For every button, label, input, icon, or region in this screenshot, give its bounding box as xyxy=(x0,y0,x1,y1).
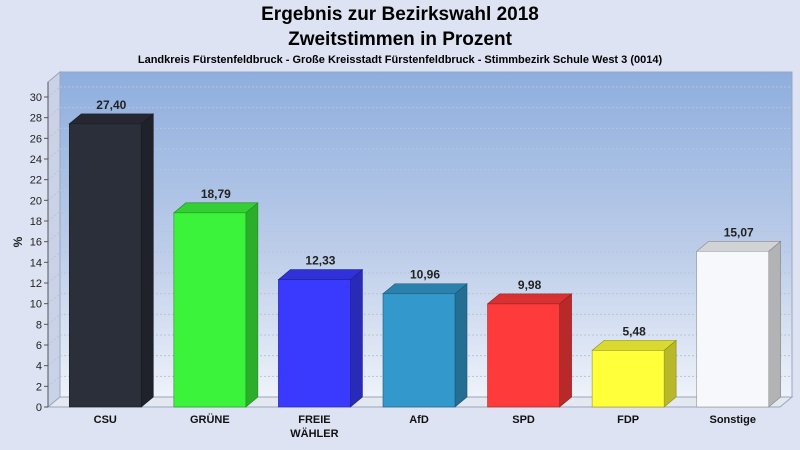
bar-top xyxy=(486,293,573,305)
bar-side xyxy=(245,202,259,408)
y-tick-label: 18 xyxy=(30,216,42,228)
bar-fdp xyxy=(591,339,677,408)
y-tick-label: 2 xyxy=(36,381,42,393)
bar-top xyxy=(173,202,259,214)
bar-front xyxy=(591,350,665,408)
bar-side xyxy=(559,293,572,408)
gridline-side xyxy=(47,127,61,139)
gridline-side xyxy=(47,86,61,98)
y-tick-label: 30 xyxy=(30,92,42,104)
y-tick-label: 26 xyxy=(30,133,42,145)
x-tick-label: GRÜNE xyxy=(190,413,230,426)
bar-side xyxy=(663,339,677,408)
chart-caption: Landkreis Fürstenfeldbruck - Große Kreis… xyxy=(137,54,663,66)
bar-front xyxy=(173,212,247,408)
gridline-side xyxy=(47,355,61,367)
x-tick-label: SPD xyxy=(512,414,535,426)
bar-front xyxy=(278,279,351,408)
bar-side xyxy=(454,283,468,408)
x-tick-label: AfD xyxy=(409,414,429,426)
y-tick-label: 8 xyxy=(36,319,42,331)
gridline-side xyxy=(47,107,61,119)
bar-grüne xyxy=(173,202,259,408)
y-tick-label: 14 xyxy=(30,257,42,269)
gridline-side xyxy=(47,272,61,284)
gridline-side xyxy=(47,375,61,387)
y-tick-label: 4 xyxy=(36,361,42,373)
gridline-side xyxy=(47,313,61,325)
value-label: 12,33 xyxy=(305,254,335,268)
gridline-side xyxy=(47,293,61,305)
y-tick-label: 0 xyxy=(36,402,42,414)
bar-freie-wähler xyxy=(277,268,364,408)
bar-front xyxy=(487,303,560,408)
gridline-side xyxy=(47,334,61,346)
y-tick-label: 10 xyxy=(30,299,42,311)
value-label: 15,07 xyxy=(724,225,754,239)
y-tick-label: 28 xyxy=(30,113,42,125)
y-tick-label: 12 xyxy=(30,278,42,290)
gridline-side xyxy=(47,251,61,263)
bar-side xyxy=(768,240,782,408)
x-tick-label: FREIE WÄHLER xyxy=(290,414,338,440)
gridline-side xyxy=(47,148,61,160)
y-axis-label: % xyxy=(11,236,25,247)
bar-top xyxy=(68,113,155,125)
bar-side xyxy=(350,268,363,408)
value-label: 18,79 xyxy=(201,187,231,201)
y-tick-label: 16 xyxy=(30,237,42,249)
x-tick-label: CSU xyxy=(94,414,117,426)
x-tick-label: Sonstige xyxy=(709,414,755,426)
gridline-side xyxy=(47,231,61,243)
bar-side xyxy=(140,113,154,408)
y-tick-label: 22 xyxy=(30,175,42,187)
chart-title: Ergebnis zur Bezirkswahl 2018 xyxy=(261,4,539,25)
y-tick-label: 6 xyxy=(36,340,42,352)
y-tick-label: 20 xyxy=(30,195,42,207)
bar-top xyxy=(695,240,782,252)
bar-top xyxy=(591,340,677,351)
gridline-side xyxy=(47,169,61,181)
value-label: 27,40 xyxy=(96,98,126,112)
bar-front xyxy=(68,123,142,408)
value-label: 10,96 xyxy=(410,268,440,282)
chart-subtitle: Zweitstimmen in Prozent xyxy=(288,29,512,50)
bar-afd xyxy=(382,283,468,408)
x-tick-label: FDP xyxy=(617,414,639,426)
y-tick-label: 24 xyxy=(30,154,42,166)
gridline-side xyxy=(47,189,61,201)
bar-csu xyxy=(68,113,155,408)
bar-sonstige xyxy=(695,240,782,408)
value-label: 5,48 xyxy=(622,324,646,338)
bar-spd xyxy=(486,293,573,408)
bars: 27,40 18,79 12,33 10,96 9,98 5,48 15,07 xyxy=(68,98,782,408)
bar-top xyxy=(382,283,468,295)
bar-top xyxy=(277,269,364,280)
gridline-side xyxy=(47,210,61,222)
bar-front xyxy=(696,250,770,408)
x-axis: CSU GRÜNE FREIE WÄHLER AfD SPD FDP Sonstige xyxy=(94,413,756,440)
bar-front xyxy=(382,293,456,408)
value-label: 9,98 xyxy=(518,278,542,292)
